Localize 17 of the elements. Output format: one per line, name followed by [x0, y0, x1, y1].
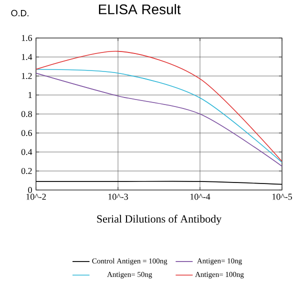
x-tick-label: 10^-5: [272, 194, 292, 200]
y-tick-label: 1.4: [22, 54, 32, 60]
y-tick-label: 1.2: [22, 72, 32, 80]
y-tick-label: 1: [28, 92, 32, 98]
x-tick-label: 10^-2: [26, 194, 46, 200]
x-axis-title: Serial Dilutions of Antibody: [97, 214, 222, 225]
x-tick-label: 10^-3: [108, 194, 128, 200]
y-tick-label: 0.2: [21, 168, 32, 174]
x-tick-label: 10^-4: [190, 194, 210, 200]
y-tick-label: 0.8: [21, 110, 32, 118]
y-tick-label: 0.6: [21, 130, 32, 136]
line-series: [36, 50, 282, 162]
chart-title: ELISA Result: [98, 4, 181, 14]
y-axis-title: O.D.: [11, 10, 28, 16]
y-tick-label: 0.4: [21, 148, 32, 156]
y-tick-label: 1.6: [22, 34, 32, 42]
y-tick-label: 0: [28, 186, 32, 194]
